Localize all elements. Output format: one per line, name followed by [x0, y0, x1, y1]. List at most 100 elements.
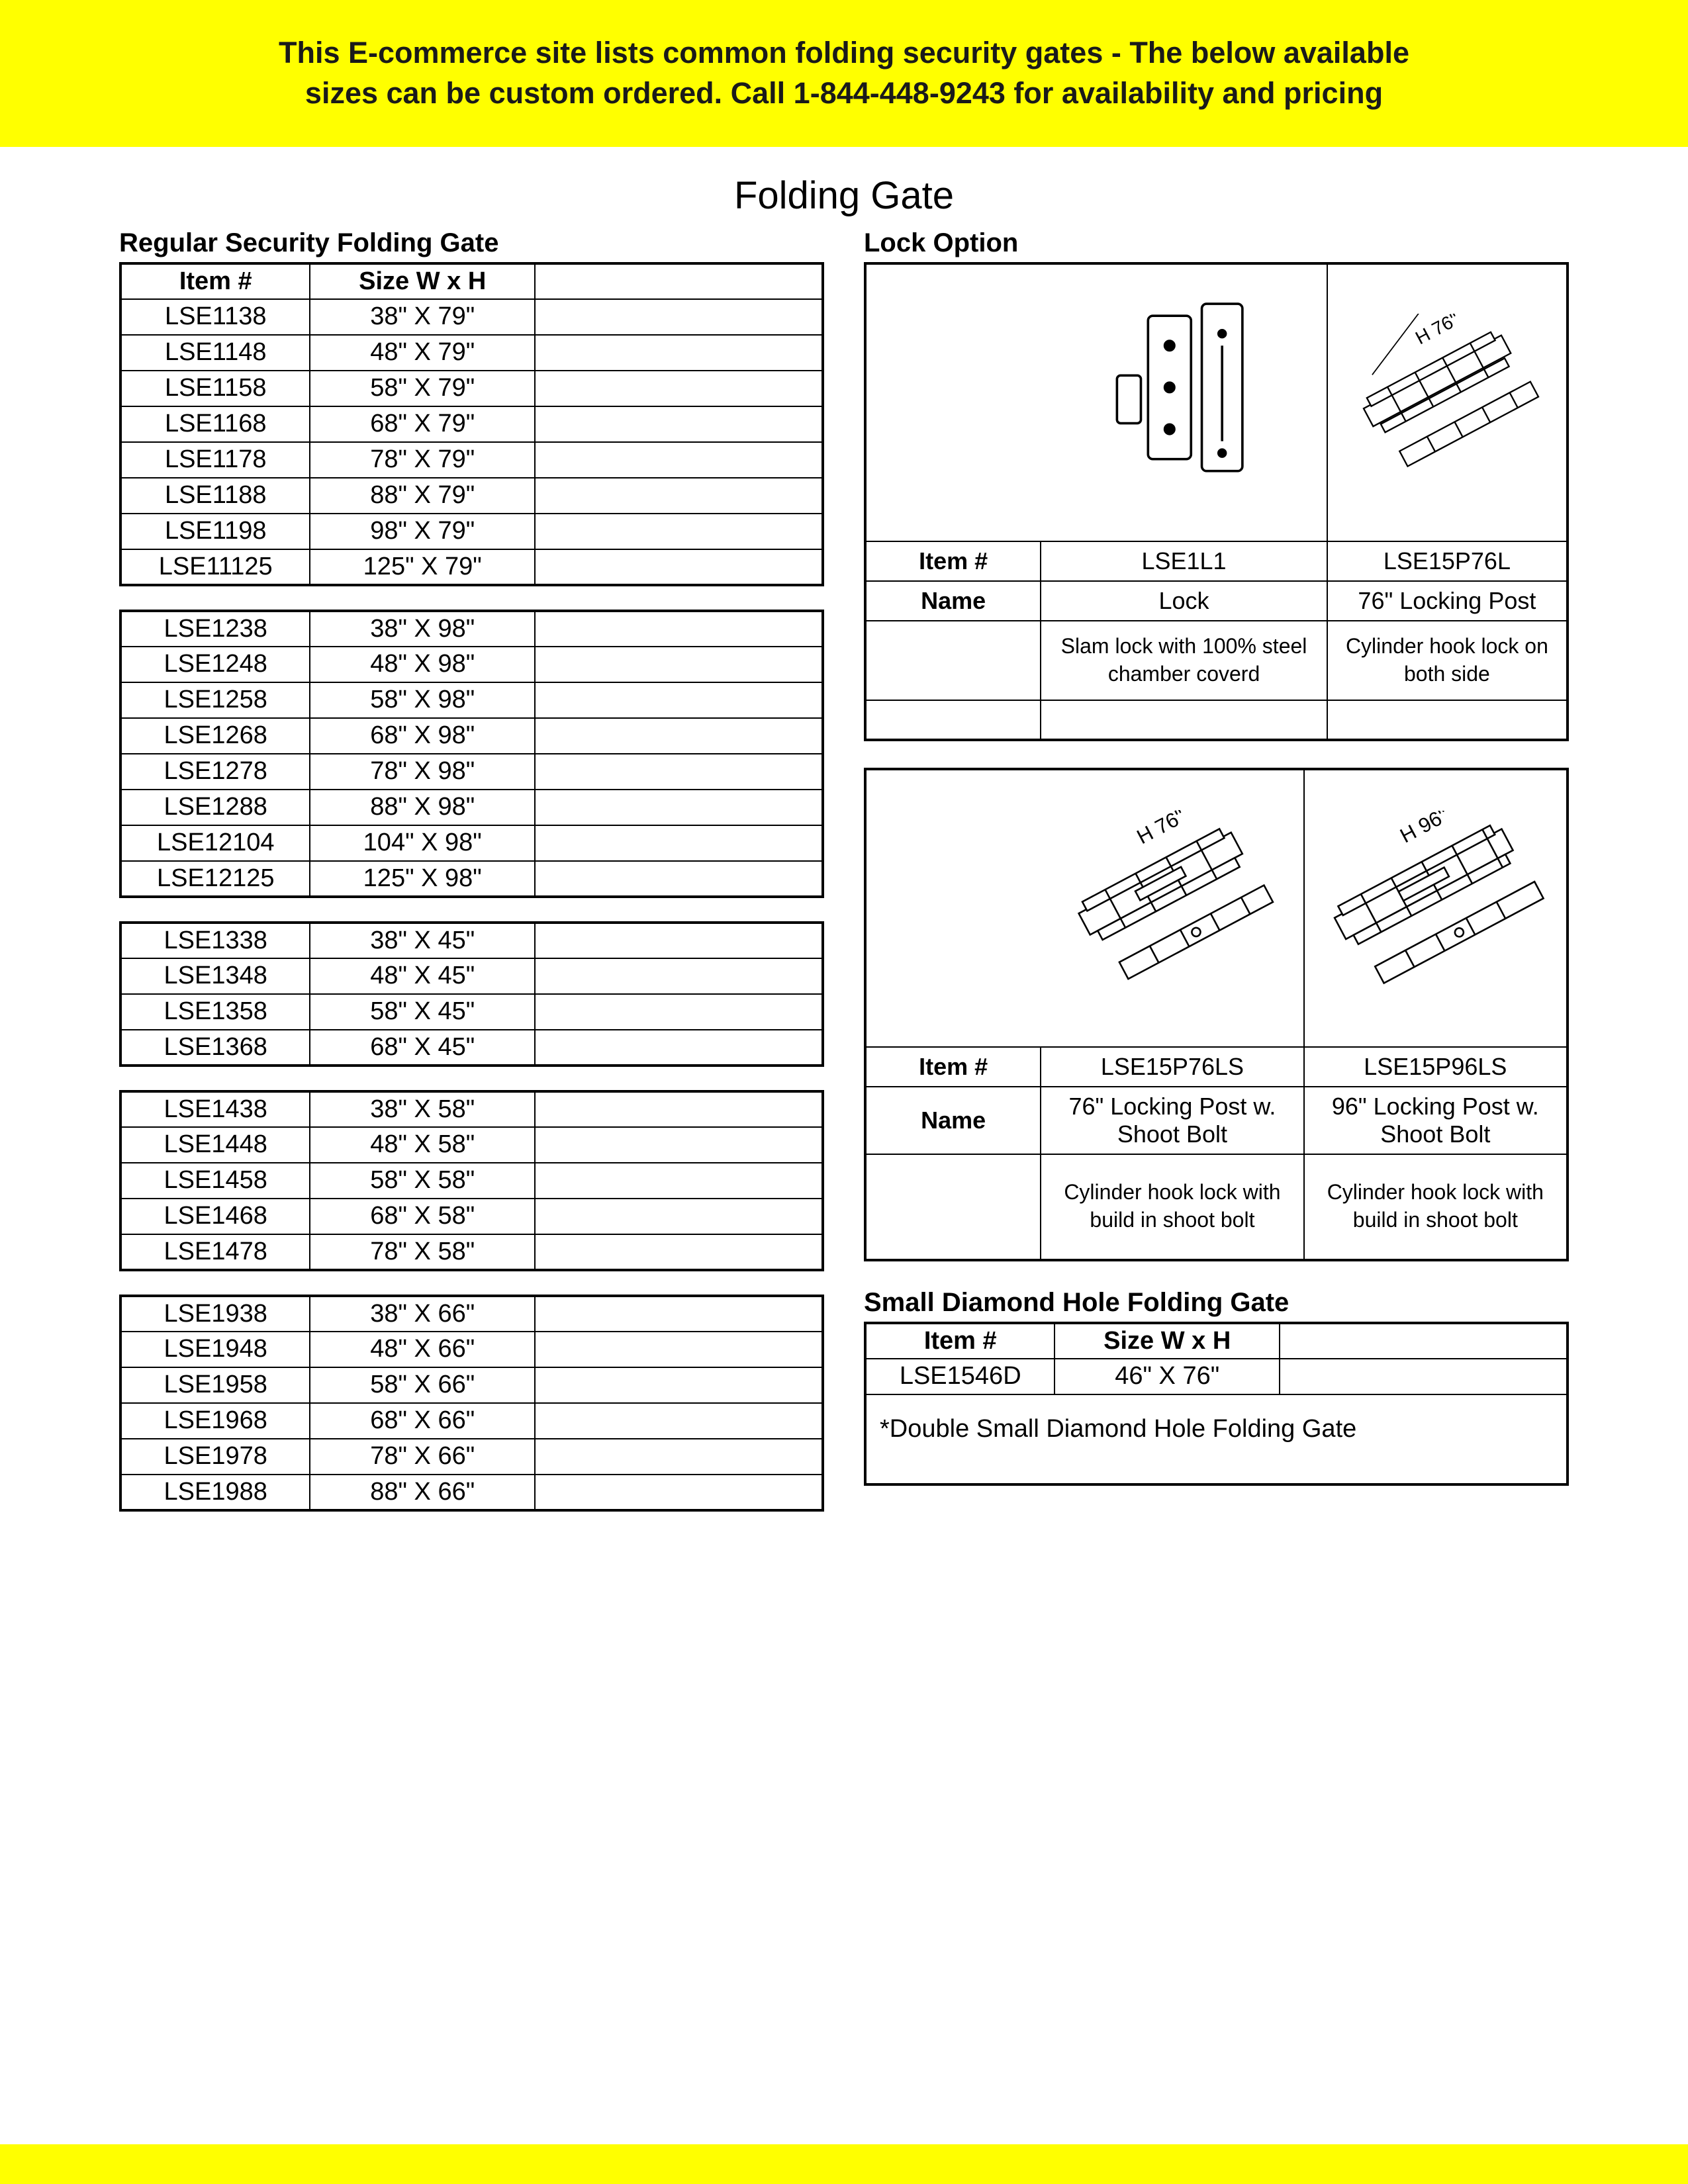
left-column: Regular Security Folding Gate Item #Size… — [119, 224, 824, 1535]
gate-row-item: LSE1938 — [120, 1296, 310, 1332]
gate-row-size: 68" X 79" — [310, 406, 535, 442]
gate-row: LSE196868" X 66" — [120, 1403, 823, 1439]
sd-note: *Double Small Diamond Hole Folding Gate — [865, 1394, 1568, 1484]
gate-row-item: LSE1988 — [120, 1475, 310, 1510]
gate-row-item: LSE1468 — [120, 1199, 310, 1234]
gate-row-size: 78" X 58" — [310, 1234, 535, 1270]
gate-row-item: LSE1168 — [120, 406, 310, 442]
gate-row: LSE193838" X 66" — [120, 1296, 823, 1332]
gate-row-item: LSE1258 — [120, 682, 310, 718]
gate-row-item: LSE12104 — [120, 825, 310, 861]
gate-row-size: 98" X 79" — [310, 514, 535, 549]
gate-row-item: LSE1458 — [120, 1163, 310, 1199]
gate-row-size: 104" X 98" — [310, 825, 535, 861]
page-title: Folding Gate — [0, 173, 1688, 218]
gate-table-3: LSE143838" X 58"LSE144848" X 58"LSE14585… — [119, 1090, 824, 1271]
banner-line-2: sizes can be custom ordered. Call 1-844-… — [305, 76, 1383, 110]
lock-table-1: H 76" Item # LSE1L1 LSE15P76L Name Lock … — [864, 262, 1569, 741]
gate-row: LSE115858" X 79" — [120, 371, 823, 406]
gate-row: LSE118888" X 79" — [120, 478, 823, 514]
lock2-name-label: Name — [865, 1087, 1041, 1154]
gate-table-1: LSE123838" X 98"LSE124848" X 98"LSE12585… — [119, 610, 824, 898]
lock2b-name: 96" Locking Post w. Shoot Bolt — [1304, 1087, 1568, 1154]
gate-row-item: LSE12125 — [120, 861, 310, 897]
footer-bar — [0, 2144, 1688, 2184]
gate-row-item: LSE1338 — [120, 923, 310, 958]
gate-row: LSE119898" X 79" — [120, 514, 823, 549]
gate-row: LSE198888" X 66" — [120, 1475, 823, 1510]
gate-row: LSE12125125" X 98" — [120, 861, 823, 897]
sd-row-size: 46" X 76" — [1055, 1359, 1280, 1394]
gate-row-size: 68" X 66" — [310, 1403, 535, 1439]
sd-row: LSE1546D 46" X 76" — [865, 1359, 1568, 1394]
gate-row-size: 78" X 79" — [310, 442, 535, 478]
lock1-item-label: Item # — [865, 541, 1041, 581]
gate-table-0: Item #Size W x HLSE113838" X 79"LSE11484… — [119, 262, 824, 586]
gate-header-size: Size W x H — [310, 263, 535, 299]
lock2-item-label: Item # — [865, 1047, 1041, 1087]
gate-row: LSE123838" X 98" — [120, 611, 823, 647]
lock1a-name: Lock — [1041, 581, 1327, 621]
gate-row: LSE127878" X 98" — [120, 754, 823, 790]
gate-row-size: 48" X 66" — [310, 1332, 535, 1367]
gate-row-item: LSE1248 — [120, 647, 310, 682]
right-column: Lock Option — [864, 224, 1569, 1535]
gate-row: LSE116868" X 79" — [120, 406, 823, 442]
lock2a-desc: Cylinder hook lock with build in shoot b… — [1041, 1154, 1303, 1260]
gate-row-item: LSE1968 — [120, 1403, 310, 1439]
small-diamond-title: Small Diamond Hole Folding Gate — [864, 1288, 1569, 1318]
gate-row-size: 78" X 66" — [310, 1439, 535, 1475]
gate-row: LSE145858" X 58" — [120, 1163, 823, 1199]
gate-row-size: 68" X 58" — [310, 1199, 535, 1234]
gate-row-item: LSE1178 — [120, 442, 310, 478]
gate-row: LSE128888" X 98" — [120, 790, 823, 825]
lock-image-2a: H 76" — [1041, 769, 1303, 1047]
gate-row-item: LSE1478 — [120, 1234, 310, 1270]
gate-row: LSE143838" X 58" — [120, 1091, 823, 1127]
lock2b-desc: Cylinder hook lock with build in shoot b… — [1304, 1154, 1568, 1260]
lock1b-desc: Cylinder hook lock on both side — [1327, 621, 1568, 700]
gate-row-size: 58" X 98" — [310, 682, 535, 718]
gate-table-2: LSE133838" X 45"LSE134848" X 45"LSE13585… — [119, 921, 824, 1067]
lock2b-item: LSE15P96LS — [1304, 1047, 1568, 1087]
lock-image-1b: H 76" — [1327, 263, 1568, 541]
gate-row: LSE136868" X 45" — [120, 1030, 823, 1066]
gate-row: LSE124848" X 98" — [120, 647, 823, 682]
banner-line-1: This E-commerce site lists common foldin… — [279, 36, 1409, 69]
gate-row: LSE12104104" X 98" — [120, 825, 823, 861]
lock2a-item: LSE15P76LS — [1041, 1047, 1303, 1087]
gate-row-size: 58" X 58" — [310, 1163, 535, 1199]
lock1a-item: LSE1L1 — [1041, 541, 1327, 581]
gate-row-size: 38" X 98" — [310, 611, 535, 647]
lock-image-2b: H 96" — [1304, 769, 1568, 1047]
sd-header-size: Size W x H — [1055, 1323, 1280, 1359]
lock-option-title: Lock Option — [864, 228, 1569, 258]
gate-row: LSE117878" X 79" — [120, 442, 823, 478]
sd-row-item: LSE1546D — [865, 1359, 1055, 1394]
small-diamond-table: Item # Size W x H LSE1546D 46" X 76" *Do… — [864, 1322, 1569, 1486]
gate-row: LSE113838" X 79" — [120, 299, 823, 335]
gate-row-size: 48" X 45" — [310, 958, 535, 994]
gate-row-item: LSE1358 — [120, 994, 310, 1030]
gate-row-item: LSE1238 — [120, 611, 310, 647]
gate-row: LSE197878" X 66" — [120, 1439, 823, 1475]
gate-row-size: 38" X 45" — [310, 923, 535, 958]
lock-1b-dim-label: H 76" — [1411, 314, 1462, 348]
gate-row-item: LSE1138 — [120, 299, 310, 335]
gate-row-size: 125" X 98" — [310, 861, 535, 897]
gate-row-item: LSE1448 — [120, 1127, 310, 1163]
gate-header-item: Item # — [120, 263, 310, 299]
top-banner: This E-commerce site lists common foldin… — [0, 0, 1688, 147]
gate-row-size: 68" X 98" — [310, 718, 535, 754]
lock1-name-label: Name — [865, 581, 1041, 621]
gate-row-item: LSE1288 — [120, 790, 310, 825]
lock-2a-dim-label: H 76" — [1133, 810, 1190, 848]
sd-header-item: Item # — [865, 1323, 1055, 1359]
gate-row: LSE144848" X 58" — [120, 1127, 823, 1163]
gate-row-item: LSE1368 — [120, 1030, 310, 1066]
gate-row-item: LSE1958 — [120, 1367, 310, 1403]
lock-table-2: H 76" — [864, 768, 1569, 1261]
gate-row-size: 88" X 98" — [310, 790, 535, 825]
gate-row: LSE126868" X 98" — [120, 718, 823, 754]
gate-row: LSE194848" X 66" — [120, 1332, 823, 1367]
